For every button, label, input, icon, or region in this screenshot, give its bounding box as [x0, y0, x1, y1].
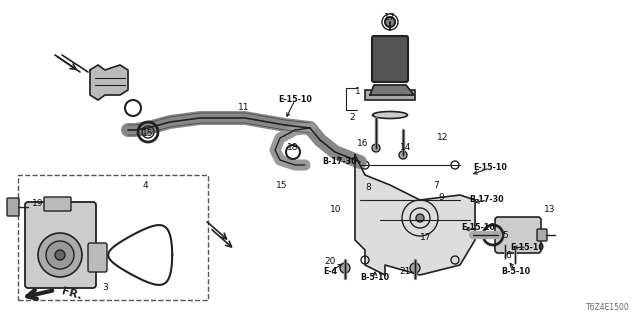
Text: 19: 19 [32, 198, 44, 207]
FancyBboxPatch shape [44, 197, 71, 211]
Text: B-17-30: B-17-30 [323, 157, 357, 166]
Circle shape [410, 263, 420, 273]
FancyBboxPatch shape [372, 36, 408, 82]
Text: 7: 7 [433, 180, 439, 189]
Circle shape [416, 214, 424, 222]
Text: T6Z4E1500: T6Z4E1500 [586, 303, 630, 312]
Text: 17: 17 [420, 234, 432, 243]
Text: 4: 4 [142, 180, 148, 189]
Text: 11: 11 [238, 103, 250, 113]
Circle shape [372, 144, 380, 152]
Text: 2: 2 [349, 114, 355, 123]
Text: E-4: E-4 [323, 268, 337, 276]
Text: B-5-10: B-5-10 [360, 274, 390, 283]
Text: E-15-10: E-15-10 [510, 243, 544, 252]
Polygon shape [355, 155, 475, 275]
Text: 1: 1 [355, 87, 361, 97]
Text: E-15-10: E-15-10 [278, 95, 312, 105]
Text: B-17-30: B-17-30 [470, 196, 504, 204]
Text: 20: 20 [324, 258, 336, 267]
Text: B-5-10: B-5-10 [501, 268, 531, 276]
Text: 8: 8 [365, 183, 371, 193]
Circle shape [46, 241, 74, 269]
Circle shape [385, 17, 395, 27]
Text: 15: 15 [142, 129, 154, 138]
Text: 13: 13 [544, 205, 556, 214]
Circle shape [340, 263, 350, 273]
Circle shape [38, 233, 82, 277]
Text: 18: 18 [287, 143, 299, 153]
FancyBboxPatch shape [25, 202, 96, 288]
Text: 9: 9 [438, 194, 444, 203]
Text: 21: 21 [399, 268, 411, 276]
Text: E-15-10: E-15-10 [473, 164, 507, 172]
Text: 12: 12 [437, 133, 449, 142]
FancyBboxPatch shape [7, 198, 19, 216]
Text: 3: 3 [102, 284, 108, 292]
Text: 16: 16 [357, 139, 369, 148]
Polygon shape [370, 85, 414, 95]
FancyBboxPatch shape [495, 217, 541, 253]
FancyBboxPatch shape [88, 243, 107, 272]
FancyBboxPatch shape [537, 229, 547, 241]
Polygon shape [90, 65, 128, 100]
Circle shape [55, 250, 65, 260]
Ellipse shape [372, 111, 408, 118]
Text: 5: 5 [502, 230, 508, 239]
Text: 14: 14 [400, 143, 412, 153]
Bar [18, 175, 208, 300]
Text: 15: 15 [276, 180, 288, 189]
FancyBboxPatch shape [365, 90, 415, 100]
Text: 6: 6 [505, 252, 511, 260]
Circle shape [399, 151, 407, 159]
Text: E-15-10: E-15-10 [461, 223, 495, 233]
Text: 17: 17 [384, 13, 396, 22]
Text: FR.: FR. [60, 286, 83, 301]
Text: 10: 10 [330, 205, 342, 214]
